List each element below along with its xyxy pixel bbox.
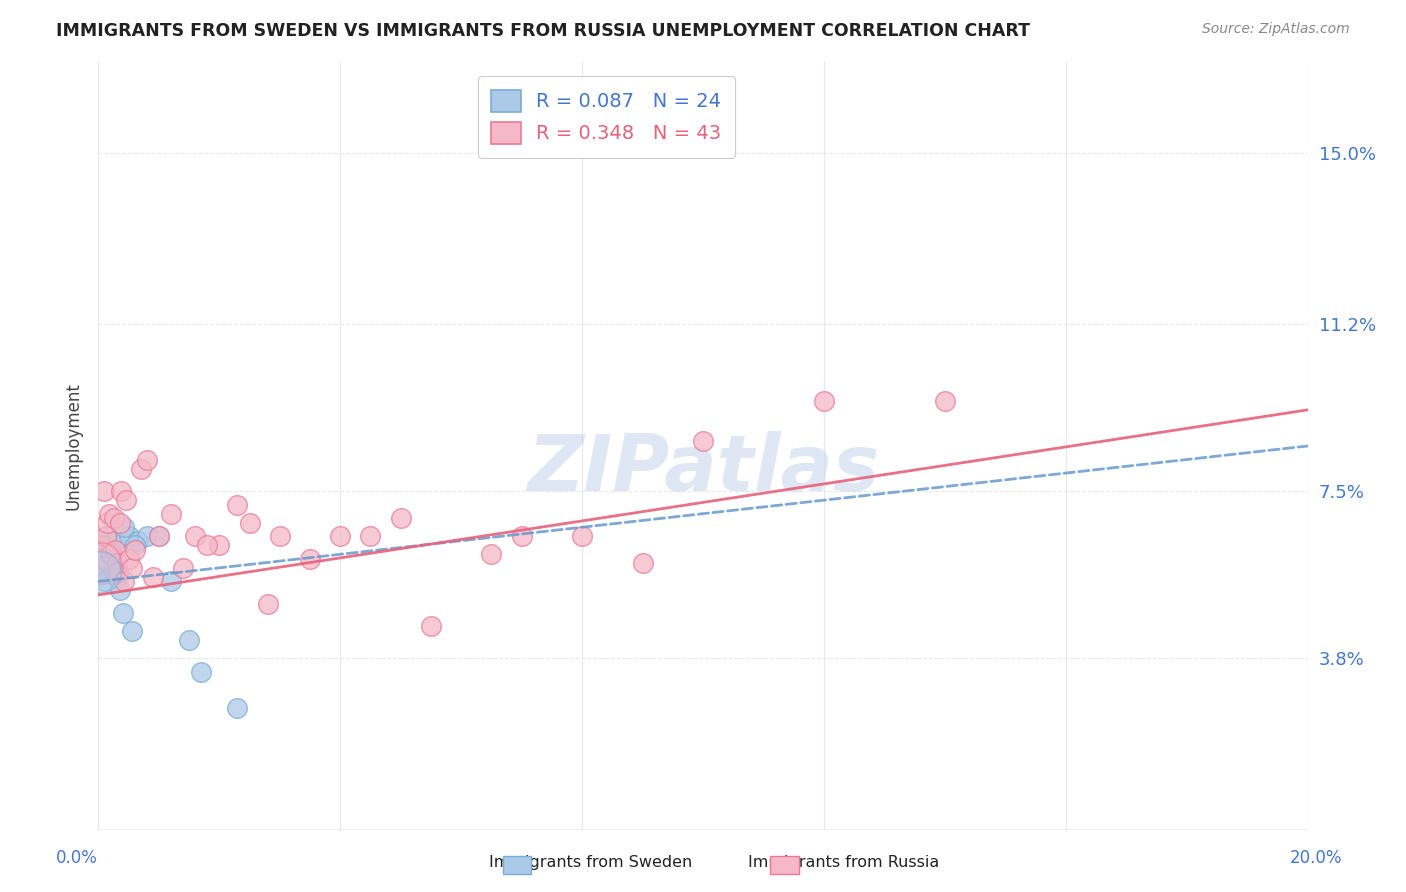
Point [89,557,111,571]
Point [481,547,503,561]
Point [129,461,152,475]
Point [94,538,117,552]
Point [934,393,956,408]
Point [89,566,111,580]
Point [172,561,194,575]
Point [93,574,115,589]
Point [121,561,143,575]
Point [118,529,141,543]
Point [94,529,117,543]
Point [124,538,146,552]
Point [104,533,127,548]
Point [226,498,249,512]
Point [135,452,157,467]
Text: ZIPatlas: ZIPatlas [527,431,879,507]
Point [111,606,134,620]
Point [105,557,128,571]
Point [208,538,231,552]
Point [148,529,170,543]
Point [112,520,135,534]
Point [389,511,412,525]
Text: Source: ZipAtlas.com: Source: ZipAtlas.com [1202,22,1350,37]
Point [90,561,112,575]
Point [329,529,352,543]
Y-axis label: Unemployment: Unemployment [65,382,83,510]
Point [148,529,170,543]
Point [160,507,183,521]
Point [105,570,128,584]
Point [420,619,443,633]
Point [91,551,114,566]
Point [100,542,122,557]
Point [118,551,141,566]
Point [692,434,714,449]
Text: 20.0%: 20.0% [1291,849,1343,867]
Point [121,624,143,638]
Point [93,484,115,499]
Point [269,529,291,543]
Point [98,557,121,571]
Point [127,533,149,548]
Point [360,529,382,543]
Point [100,547,122,561]
Point [631,557,654,571]
Point [226,700,249,714]
Point [96,529,118,543]
Point [108,516,131,530]
Point [299,551,322,566]
Point [103,566,125,580]
Point [142,570,165,584]
Point [256,597,278,611]
Point [91,551,114,566]
Point [813,393,835,408]
Point [239,516,262,530]
Point [190,665,212,679]
Point [510,529,533,543]
Text: Immigrants from Russia: Immigrants from Russia [748,855,939,870]
Point [135,529,157,543]
Point [184,529,207,543]
Text: 0.0%: 0.0% [56,849,98,867]
Point [96,516,118,530]
Point [107,566,129,580]
Point [195,538,218,552]
Point [100,547,122,561]
Point [104,542,127,557]
Point [124,542,146,557]
Point [571,529,593,543]
Point [114,493,136,508]
Point [108,583,131,598]
Point [90,538,112,552]
Point [103,511,125,525]
Point [160,574,183,589]
Legend: R = 0.087   N = 24, R = 0.348   N = 43: R = 0.087 N = 24, R = 0.348 N = 43 [478,76,735,158]
Point [179,633,201,648]
Point [98,507,121,521]
Text: IMMIGRANTS FROM SWEDEN VS IMMIGRANTS FROM RUSSIA UNEMPLOYMENT CORRELATION CHART: IMMIGRANTS FROM SWEDEN VS IMMIGRANTS FRO… [56,22,1031,40]
Text: Immigrants from Sweden: Immigrants from Sweden [489,855,692,870]
Point [110,484,132,499]
Point [112,574,135,589]
